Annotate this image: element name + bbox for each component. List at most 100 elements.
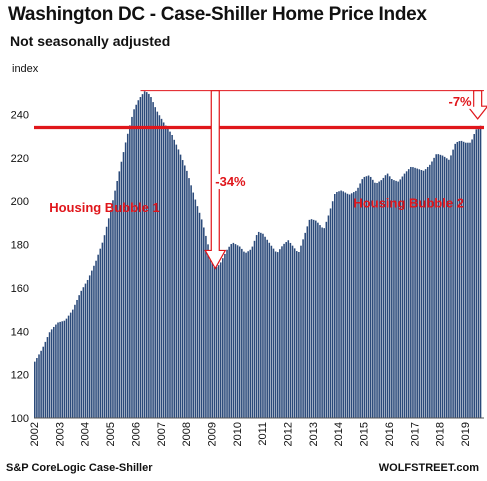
bar [348, 194, 351, 418]
bar [376, 183, 378, 418]
bar [437, 154, 440, 418]
bar [243, 251, 245, 418]
bar [475, 129, 478, 418]
bar [306, 226, 309, 418]
bar [255, 235, 258, 418]
bar [150, 97, 152, 419]
bar [91, 270, 93, 418]
bar [319, 225, 321, 418]
bar [308, 219, 311, 418]
bar [36, 358, 38, 418]
bar [426, 166, 429, 418]
bar [479, 125, 482, 418]
bar [342, 191, 345, 418]
bar [230, 244, 233, 418]
annotation-drop-2: -7% [449, 94, 473, 109]
bar [285, 242, 287, 418]
bar [107, 218, 110, 418]
annotation-background [214, 174, 248, 190]
x-tick-label: 2006 [130, 422, 142, 446]
bar [302, 239, 304, 418]
bar [407, 169, 410, 418]
bar [222, 258, 224, 418]
bar [228, 246, 230, 418]
bar [65, 318, 68, 418]
bar [416, 168, 418, 418]
x-tick-label: 2014 [333, 422, 345, 446]
bar [190, 185, 192, 418]
bar [145, 92, 148, 419]
x-tick-label: 2008 [181, 422, 193, 446]
bar [129, 125, 131, 419]
bar [443, 156, 446, 418]
bar [397, 181, 399, 418]
annotation-background [447, 93, 474, 109]
bar [82, 287, 85, 418]
bar [369, 176, 372, 418]
bar [99, 248, 102, 418]
bar [336, 191, 338, 418]
bar [184, 165, 186, 418]
x-tick-label: 2017 [409, 422, 421, 446]
x-tick-label: 2011 [257, 422, 269, 446]
bar [262, 233, 264, 418]
annotation-housing-bubble-1: Housing Bubble 1 [49, 200, 160, 215]
bar [67, 315, 70, 418]
y-tick-label: 120 [11, 370, 29, 382]
bar [164, 125, 167, 418]
x-tick-label: 2010 [232, 422, 244, 446]
bar [363, 176, 366, 418]
bar [76, 299, 78, 418]
bar [401, 176, 404, 418]
bar [154, 107, 156, 418]
bar [272, 248, 275, 418]
bar [169, 131, 171, 419]
bar [152, 102, 154, 419]
bar [181, 160, 184, 419]
bar [198, 212, 201, 418]
bar [353, 192, 355, 418]
bar [44, 341, 47, 418]
bar [420, 170, 423, 418]
bar [124, 142, 127, 418]
bar [361, 179, 364, 418]
bar [279, 249, 281, 418]
bar [291, 245, 294, 418]
bar [84, 283, 87, 418]
bar [331, 201, 334, 418]
bar [253, 240, 256, 418]
bar [346, 193, 349, 418]
bar [213, 266, 216, 418]
bar [312, 219, 315, 418]
x-tick-label: 2015 [359, 422, 371, 446]
x-tick-label: 2003 [54, 422, 66, 446]
bar [295, 251, 298, 418]
bar [325, 221, 328, 418]
bar [268, 242, 271, 418]
bar [445, 158, 448, 419]
bar [323, 228, 325, 418]
bar [467, 142, 469, 418]
bar [126, 133, 129, 418]
bar [314, 220, 317, 418]
bar [460, 140, 463, 418]
bar [217, 265, 220, 418]
bar [241, 248, 243, 418]
bar [209, 252, 211, 418]
bar [298, 251, 300, 418]
bar [141, 94, 144, 419]
y-tick-label: 140 [11, 326, 29, 338]
bar [412, 167, 414, 418]
annotation-drop-1: -34% [215, 174, 246, 189]
bar [69, 312, 72, 418]
bar [238, 246, 241, 418]
bar [179, 154, 182, 418]
bar [105, 226, 108, 418]
bar [205, 235, 207, 418]
bar [156, 111, 159, 419]
bar [207, 244, 209, 418]
bar [34, 361, 36, 418]
bar [462, 141, 465, 418]
bar [321, 227, 323, 418]
